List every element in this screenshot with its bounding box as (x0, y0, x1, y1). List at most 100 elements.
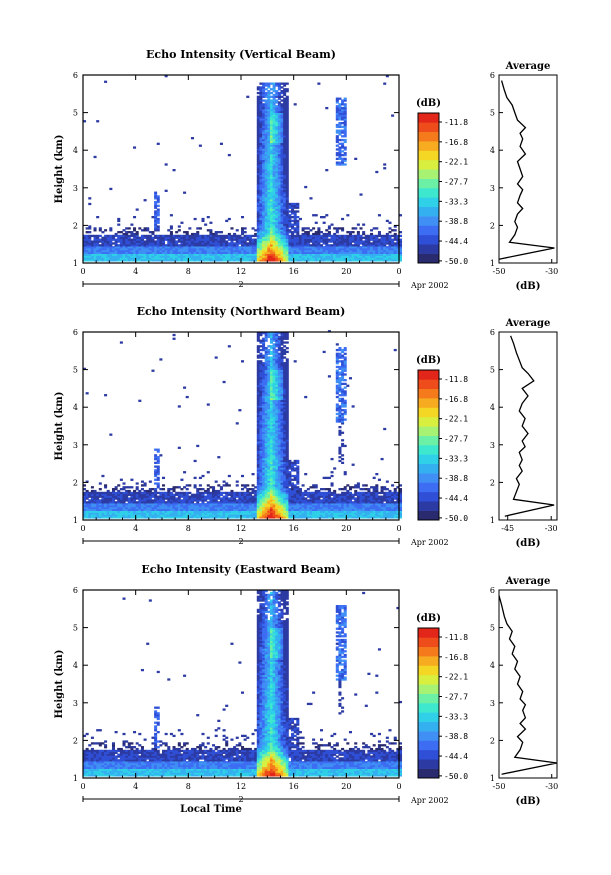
heat-cell (359, 259, 363, 262)
heat-cell (264, 144, 268, 147)
heat-cell (254, 503, 258, 506)
heat-cell (256, 363, 260, 367)
heat-cell (267, 91, 271, 95)
heat-cell (117, 489, 121, 493)
heat-cell (272, 200, 276, 204)
heat-cell (272, 352, 276, 355)
heat-cell (177, 514, 181, 517)
heat-cell (138, 257, 142, 260)
heat-cell (285, 216, 289, 219)
heat-cell (225, 219, 229, 223)
heat-cell (217, 246, 221, 249)
heat-cell (296, 227, 300, 230)
heat-cell (114, 501, 118, 504)
heat-cell (122, 506, 126, 510)
heat-cell (83, 255, 87, 258)
heat-cell (164, 246, 168, 249)
heat-cell (83, 240, 87, 243)
heat-cell (148, 236, 152, 239)
heat-cell (88, 242, 92, 245)
heat-cell (356, 249, 360, 253)
heat-cell (175, 244, 179, 247)
heat-cell (259, 501, 263, 504)
heat-cell (267, 352, 271, 355)
heat-cell (98, 244, 102, 247)
heat-cell (348, 244, 352, 247)
heat-cell (162, 255, 166, 258)
heat-cell (154, 489, 158, 493)
heat-cell (262, 362, 266, 365)
heat-cell (201, 508, 205, 511)
heat-cell (277, 200, 281, 204)
heat-cell (225, 510, 229, 513)
heat-cell (275, 127, 279, 130)
heat-cell (322, 249, 326, 253)
heat-cell (154, 214, 158, 217)
heat-cell (164, 247, 168, 251)
heat-cell (277, 257, 281, 260)
heat-cell (280, 133, 284, 136)
heat-cell (283, 118, 287, 121)
heat-cell (243, 493, 247, 496)
heat-cell (254, 493, 258, 496)
heat-cell (175, 247, 179, 251)
heat-cell (269, 193, 273, 196)
heat-cell (296, 202, 300, 206)
heat-cell (351, 257, 355, 260)
heat-cell (109, 497, 113, 500)
heat-cell (272, 392, 276, 395)
heat-cell (264, 480, 268, 483)
heat-cell (85, 510, 89, 513)
heat-cell (269, 352, 273, 355)
heat-cell (204, 504, 208, 508)
heat-cell (201, 516, 205, 519)
heat-cell (338, 152, 342, 155)
heat-cell (196, 493, 200, 496)
heat-cell (298, 257, 302, 260)
heat-cell (259, 225, 263, 228)
heat-cell (212, 240, 216, 243)
heat-cell (154, 191, 158, 194)
heat-cell (256, 169, 260, 172)
heat-cell (198, 240, 202, 243)
heat-cell (377, 242, 381, 245)
heat-cell (267, 403, 271, 406)
heat-cell (272, 197, 276, 200)
heat-cell (267, 365, 271, 369)
heat-cell (227, 253, 231, 256)
heat-cell (341, 135, 345, 138)
heat-cell (259, 444, 263, 448)
heat-cell (309, 257, 313, 260)
heat-cell (212, 497, 216, 500)
heat-cell (256, 510, 260, 513)
heat-cell (291, 206, 295, 209)
heat-cell (88, 249, 92, 253)
heat-cell (285, 155, 289, 159)
heat-cell (277, 439, 281, 442)
heat-cell (351, 251, 355, 254)
heat-cell (272, 405, 276, 408)
heat-cell (241, 216, 245, 219)
heat-cell (269, 103, 273, 106)
heat-cell (388, 259, 392, 262)
heat-cell (96, 236, 100, 239)
heat-cell (269, 212, 273, 215)
heat-cell (98, 249, 102, 253)
heat-cell (338, 108, 342, 112)
heat-cell (262, 144, 266, 147)
heat-cell (101, 493, 105, 496)
heat-cell (338, 161, 342, 164)
heat-cell (306, 249, 310, 253)
heat-cell (127, 244, 131, 247)
heat-cell (214, 495, 218, 498)
heat-cell (225, 503, 229, 506)
heat-cell (188, 514, 192, 517)
heat-cell (85, 503, 89, 506)
heat-cell (269, 236, 273, 239)
heat-cell (230, 259, 234, 262)
heat-cell (293, 249, 297, 253)
heat-cell (196, 247, 200, 251)
heat-cell (248, 257, 252, 260)
heat-cell (341, 125, 345, 129)
heat-cell (135, 506, 139, 510)
